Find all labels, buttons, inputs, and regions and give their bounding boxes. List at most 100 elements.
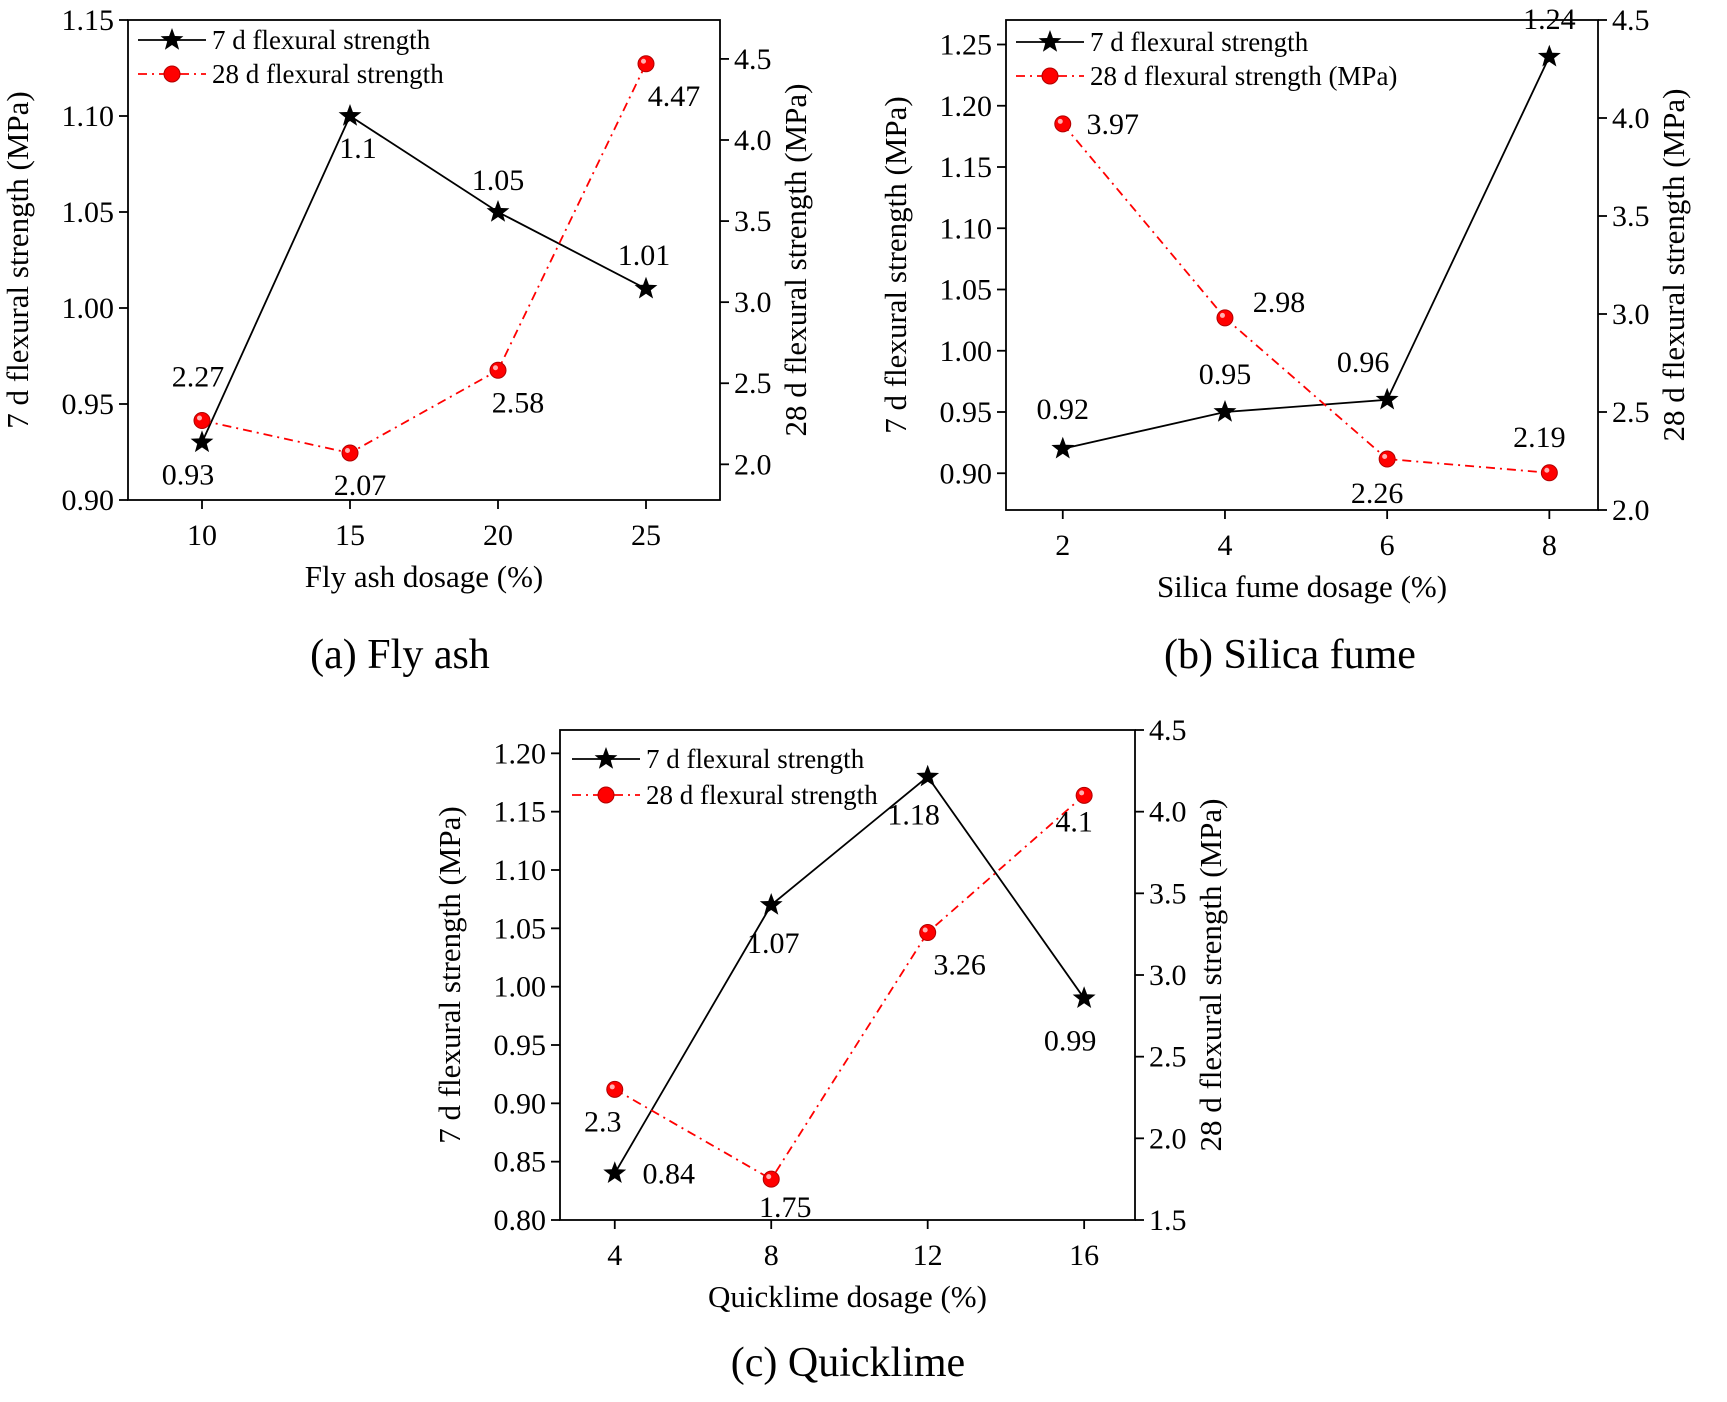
x-axis-title: Silica fume dosage (%) (1157, 569, 1447, 604)
data-label: 1.01 (618, 239, 671, 272)
x-tick-label: 10 (187, 519, 217, 552)
legend-circle-marker (1041, 67, 1059, 85)
y-left-tick-label: 1.15 (62, 4, 115, 37)
series-line-7d (1062, 56, 1551, 450)
y-right-tick-label: 2.0 (1612, 494, 1650, 527)
y-left-tick-label: 1.05 (940, 274, 993, 307)
data-label: 2.19 (1513, 421, 1566, 454)
panel-quicklime: 4 8 12 16 0.80 0.85 0.90 0.95 1.00 1.05 1.10 1.15 1.… (432, 714, 1228, 1386)
y-right-tick-label: 4.0 (1149, 796, 1187, 829)
panel-silica-fume: 2 4 6 8 0.90 0.95 1.00 1.05 1.10 1.15 1.20 1.25 2.0 2… (878, 3, 1691, 678)
data-label: 1.1 (339, 132, 377, 165)
circle-marker (762, 1170, 780, 1188)
data-label: 1.18 (887, 799, 940, 832)
panel-fly-ash: 10 15 20 25 0.90 0.95 1.00 1.05 1.10 1.15 2.0 2.5 3.… (0, 4, 813, 678)
data-label: 2.27 (172, 361, 225, 394)
circle-marker (919, 924, 937, 942)
x-tick-label: 6 (1380, 529, 1395, 562)
data-label: 2.58 (492, 386, 545, 419)
y-right-tick-label: 2.5 (1149, 1041, 1187, 1074)
marker-highlight (922, 927, 928, 933)
y-left-tick-label: 0.95 (494, 1029, 547, 1062)
star-marker (603, 1161, 627, 1183)
data-label: 1.24 (1523, 3, 1576, 36)
plot-frame (127, 19, 721, 501)
y-right-tick-label: 1.5 (1149, 1204, 1187, 1237)
legend-star-marker (160, 28, 184, 50)
y-right-tick-label: 3.0 (1149, 959, 1187, 992)
marker-highlight (1079, 790, 1085, 796)
x-tick-label: 16 (1069, 1239, 1099, 1272)
star-marker (486, 200, 510, 222)
y-right-tick-label: 2.5 (734, 367, 772, 400)
y-right-tick-label: 3.0 (1612, 298, 1650, 331)
star-marker (916, 764, 940, 787)
legend-star-marker (594, 747, 618, 769)
star-marker (1072, 986, 1096, 1008)
circle-marker (193, 412, 211, 430)
legend-star-marker (1038, 30, 1062, 52)
y-right-tick-label: 4.5 (1612, 4, 1650, 37)
y-left-tick-label: 1.05 (62, 196, 115, 229)
legend-label: 7 d flexural strength (212, 25, 431, 55)
legend-circle-marker (163, 65, 181, 83)
data-label: 2.07 (334, 469, 387, 502)
data-label: 4.47 (648, 80, 701, 113)
marker-highlight (1382, 454, 1388, 460)
circle-marker (1075, 786, 1093, 804)
series-line-7d (614, 775, 1085, 1174)
data-label: 2.3 (584, 1105, 622, 1138)
circle-marker (489, 361, 507, 379)
y-left-tick-label: 0.90 (62, 484, 115, 517)
data-label: 1.75 (759, 1191, 812, 1224)
y-right-axis-title: 28 d flexural strength (MPa) (1193, 799, 1228, 1152)
x-tick-label: 25 (631, 519, 661, 552)
y-left-tick-label: 1.20 (940, 90, 993, 123)
y-left-tick-label: 0.95 (62, 388, 115, 421)
x-axis-title: Quicklime dosage (%) (708, 1279, 987, 1314)
marker-highlight (766, 1174, 772, 1180)
marker-highlight (345, 447, 350, 453)
data-label: 0.84 (643, 1157, 696, 1190)
legend-circle-marker (597, 786, 615, 804)
data-label: 0.95 (1199, 358, 1252, 391)
y-left-tick-label: 1.05 (494, 912, 547, 945)
y-left-tick-label: 0.90 (940, 457, 993, 490)
series-line-28d (614, 794, 1085, 1181)
data-label: 2.26 (1351, 477, 1404, 510)
legend-label: 7 d flexural strength (646, 744, 865, 774)
y-left-tick-label: 0.85 (494, 1146, 547, 1179)
data-label: 0.93 (162, 458, 215, 491)
marker-highlight (1544, 467, 1550, 473)
series-line-28d (1062, 123, 1550, 474)
y-left-tick-label: 1.20 (494, 737, 547, 770)
legend-label: 7 d flexural strength (1090, 27, 1309, 57)
y-left-tick-label: 1.15 (494, 796, 547, 829)
circle-marker (606, 1080, 624, 1098)
y-left-tick-label: 1.10 (940, 212, 993, 245)
star-marker (634, 276, 658, 299)
y-right-tick-label: 2.5 (1612, 396, 1650, 429)
y-right-tick-label: 3.0 (734, 286, 772, 319)
circle-marker (1216, 309, 1234, 327)
y-right-axis-title: 28 d flexural strength (MPa) (1656, 89, 1691, 442)
marker-highlight (641, 58, 646, 64)
x-tick-label: 20 (483, 519, 513, 552)
data-label: 3.26 (933, 949, 986, 982)
star-marker (1051, 436, 1075, 459)
panel-caption: (b) Silica fume (1164, 632, 1416, 678)
data-label: 4.1 (1055, 805, 1093, 838)
data-label: 1.07 (747, 927, 800, 960)
data-label: 3.97 (1087, 108, 1140, 141)
x-tick-label: 2 (1055, 529, 1070, 562)
x-tick-label: 4 (1217, 529, 1232, 562)
marker-highlight (197, 415, 202, 421)
circle-marker (1540, 464, 1558, 482)
x-tick-label: 4 (607, 1239, 622, 1272)
star-marker (338, 104, 362, 126)
x-axis-title: Fly ash dosage (%) (305, 559, 543, 594)
y-right-tick-label: 4.0 (1612, 102, 1650, 135)
star-marker (1537, 44, 1561, 67)
y-right-tick-label: 3.5 (1612, 200, 1650, 233)
series-line-28d (201, 63, 647, 454)
